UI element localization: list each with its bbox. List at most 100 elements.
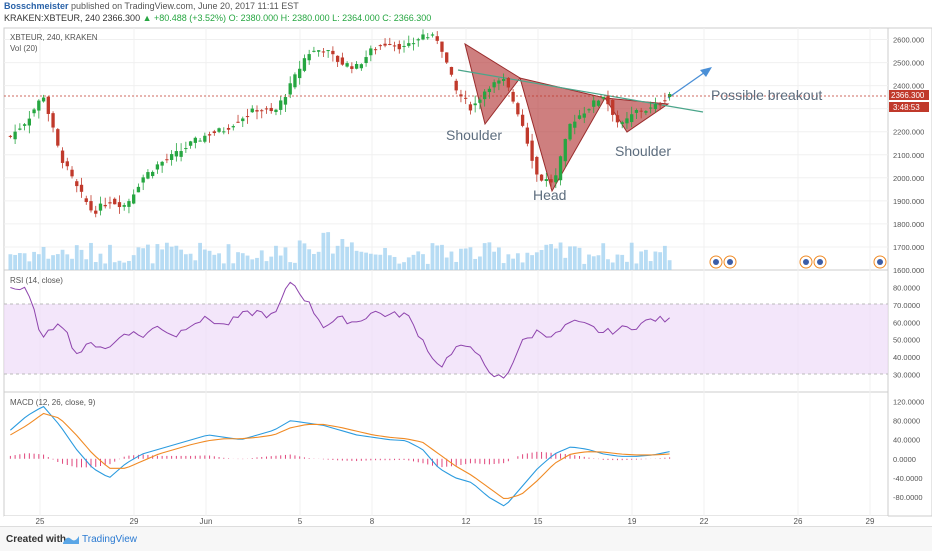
author-link[interactable]: Bosschmeister — [4, 1, 69, 11]
rsi-line — [10, 281, 670, 379]
candle-body — [397, 43, 401, 50]
candle-body — [117, 202, 122, 208]
neckline — [457, 69, 704, 113]
candle-body — [407, 43, 411, 46]
volume-bar — [245, 255, 250, 270]
candle-body — [207, 134, 212, 136]
candle-body — [169, 154, 174, 160]
volume-bar — [378, 254, 383, 270]
volume-bar — [648, 261, 653, 270]
candle-body — [577, 115, 582, 119]
volume-bar — [274, 245, 278, 270]
volume-bar — [506, 254, 511, 270]
chart-canvas[interactable]: XBTEUR, 240, KRAKEN Vol (20) Shoulder He… — [0, 26, 932, 526]
volume-bar — [340, 239, 345, 270]
countdown-text: 3:48:53 — [893, 103, 920, 112]
volume-bar — [354, 250, 359, 270]
rsi-tick-labels: 80.0000 70.0000 60.0000 50.0000 40.0000 30.00… — [893, 283, 920, 379]
volume-bar — [530, 255, 534, 270]
volume-bar — [335, 245, 340, 270]
candle-body — [326, 50, 330, 52]
volume-bar — [629, 242, 634, 270]
volume-bar — [572, 246, 577, 270]
volume-bar — [620, 254, 625, 270]
time-axis[interactable] — [4, 516, 888, 526]
candle-body — [60, 150, 65, 163]
volume-bar — [330, 253, 335, 270]
candle-body — [217, 128, 221, 132]
candle-body — [279, 100, 283, 110]
time-tick-label: Jun — [200, 517, 213, 526]
candle-body — [554, 175, 558, 183]
candle-body — [174, 151, 179, 157]
candle-body — [84, 198, 88, 202]
breakout-arrow-line — [667, 69, 709, 99]
candle-body — [435, 36, 439, 41]
price-tick-label: 1900.000 — [893, 197, 924, 206]
volume-bar — [269, 256, 274, 270]
volume-bar — [103, 263, 108, 270]
price-tick-labels: 2600.0002500.0002400.0002300.0002200.000… — [893, 36, 924, 275]
volume-bar — [463, 248, 468, 270]
volume-bar — [534, 252, 539, 270]
candle-body — [179, 151, 183, 157]
volume-bar — [496, 247, 501, 270]
candle-body — [663, 100, 667, 102]
volume-bar — [321, 232, 326, 270]
volume-bar — [539, 249, 544, 270]
vol-label: Vol (20) — [10, 44, 38, 53]
candle-body — [331, 50, 335, 55]
volume-bar — [202, 249, 207, 270]
volume-bar — [108, 244, 112, 270]
volume-bar — [236, 252, 240, 270]
macd-pane[interactable] — [3, 391, 889, 517]
candle-body — [108, 202, 112, 204]
volume-bar — [32, 251, 36, 270]
candle-body — [596, 100, 601, 106]
candle-body — [335, 55, 340, 62]
time-tick-label: 25 — [36, 517, 45, 526]
candle-body — [601, 96, 605, 99]
candle-body — [245, 116, 250, 118]
volume-bar — [392, 256, 397, 270]
candle-body — [41, 97, 46, 102]
candle-body — [369, 48, 373, 56]
pane-title: XBTEUR, 240, KRAKEN — [10, 33, 98, 42]
volume-bar — [515, 253, 520, 270]
volume-bar — [326, 232, 331, 270]
volume-bar — [89, 242, 93, 270]
candle-body — [454, 80, 458, 91]
candle-body — [198, 140, 202, 142]
candle-body — [222, 131, 226, 133]
candle-body — [255, 110, 259, 112]
candle-body — [75, 181, 79, 187]
volume-bar — [122, 262, 127, 270]
event-badges[interactable] — [709, 255, 887, 269]
candle-body — [113, 198, 117, 205]
volume-bar — [98, 253, 103, 270]
volume-bar — [231, 263, 236, 270]
candle-body — [634, 109, 639, 113]
candle-body — [56, 129, 60, 146]
candle-body — [203, 135, 207, 142]
macd-title: MACD (12, 26, close, 9) — [10, 398, 96, 407]
volume-bar — [421, 254, 425, 270]
candle-body — [274, 109, 278, 113]
volume-bar — [658, 252, 663, 270]
price-tick-label: 2200.000 — [893, 128, 924, 137]
candle-body — [482, 91, 487, 100]
volume-bar — [662, 245, 667, 270]
main-pane[interactable] — [3, 27, 889, 271]
candle-body — [89, 201, 93, 211]
time-tick-label: 29 — [130, 517, 139, 526]
candle-body — [94, 210, 98, 214]
candle-body — [653, 104, 658, 109]
candle-body — [141, 177, 145, 183]
tradingview-brand-link[interactable]: TradingView — [82, 534, 138, 545]
volume-bar — [606, 259, 610, 270]
volume-bar — [359, 251, 364, 270]
candle-body — [188, 141, 193, 146]
time-tick-label: 12 — [462, 517, 471, 526]
candle-body — [459, 94, 463, 97]
volume-bar — [160, 249, 165, 270]
